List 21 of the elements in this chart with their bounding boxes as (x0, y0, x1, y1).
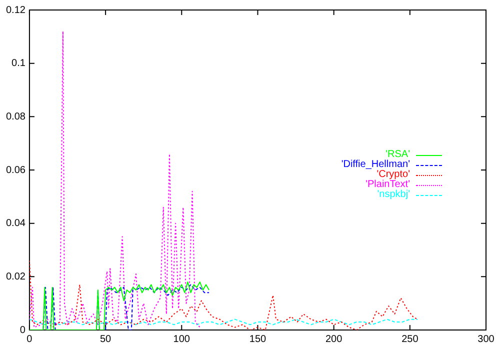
line-series (29, 30, 200, 328)
x-tick-label: 100 (173, 334, 190, 345)
y-tick-label: 0 (20, 324, 26, 336)
y-tick-label: 0.04 (6, 218, 26, 230)
y-tick-label: 0.06 (6, 164, 26, 176)
x-tick-label: 0 (26, 334, 33, 345)
legend-label: 'nspkbj' (377, 189, 410, 200)
legend-label: 'Diffie_Hellman' (341, 159, 410, 170)
x-tick-label: 250 (402, 334, 419, 345)
legend-label: 'Crypto' (376, 169, 410, 180)
legend-label: 'PlainText' (366, 179, 410, 190)
x-tick-label: 150 (249, 334, 267, 345)
y-tick-label: 0.12 (6, 4, 26, 16)
y-tick-label: 0.1 (12, 58, 26, 70)
x-tick-label: 50 (100, 334, 112, 345)
x-tick-label: 300 (478, 334, 495, 345)
line-series (29, 260, 418, 330)
y-tick-label: 0.08 (6, 111, 26, 122)
y-tick-label: 0.02 (6, 271, 26, 282)
legend-label: 'RSA' (386, 149, 410, 160)
x-tick-label: 200 (325, 334, 343, 345)
